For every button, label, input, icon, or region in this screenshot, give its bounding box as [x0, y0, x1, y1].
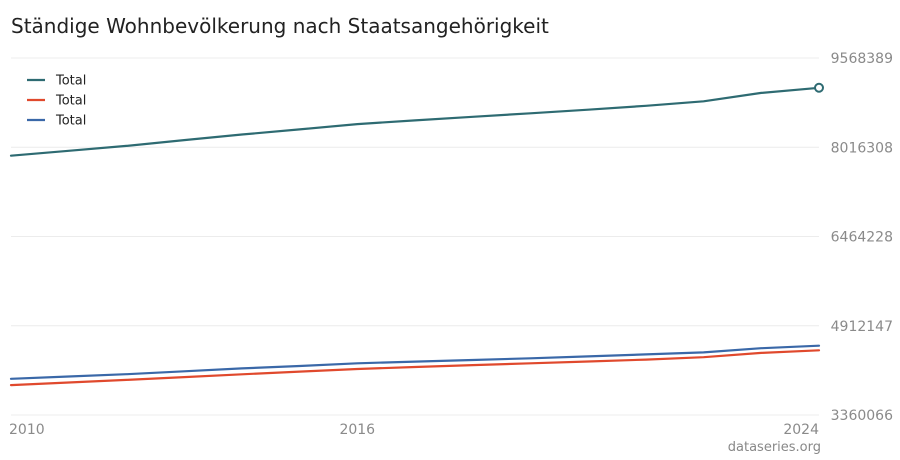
y-tick-label: 8016308	[831, 140, 893, 156]
legend-entry[interactable]: Total	[55, 74, 86, 89]
y-axis-ticks: 3360066 4912147 6464228 8016308 9568389	[831, 51, 893, 424]
legend-entry[interactable]: Total	[55, 114, 86, 129]
last-point-marker[interactable]	[814, 82, 824, 93]
y-tick-label: 9568389	[831, 51, 893, 67]
series-line-1[interactable]	[9, 349, 821, 387]
x-axis-ticks: 2010 2016 2024	[9, 422, 819, 438]
legend-entry[interactable]: Total	[55, 94, 86, 109]
y-tick-label: 4912147	[831, 319, 893, 335]
series-line-2[interactable]	[9, 344, 821, 380]
legend[interactable]: Total Total Total	[27, 74, 86, 129]
x-tick-label: 2016	[339, 422, 375, 438]
grid-lines	[11, 57, 819, 416]
chart-title: Ständige Wohnbevölkerung nach Staatsange…	[11, 14, 549, 38]
source-credit[interactable]: dataseries.org	[727, 440, 821, 455]
series-lines	[9, 82, 824, 387]
y-tick-label: 6464228	[831, 229, 893, 245]
series-line-0[interactable]	[9, 86, 821, 157]
x-tick-label: 2010	[9, 422, 45, 438]
x-tick-label: 2024	[783, 422, 819, 438]
y-tick-label: 3360066	[831, 408, 893, 424]
